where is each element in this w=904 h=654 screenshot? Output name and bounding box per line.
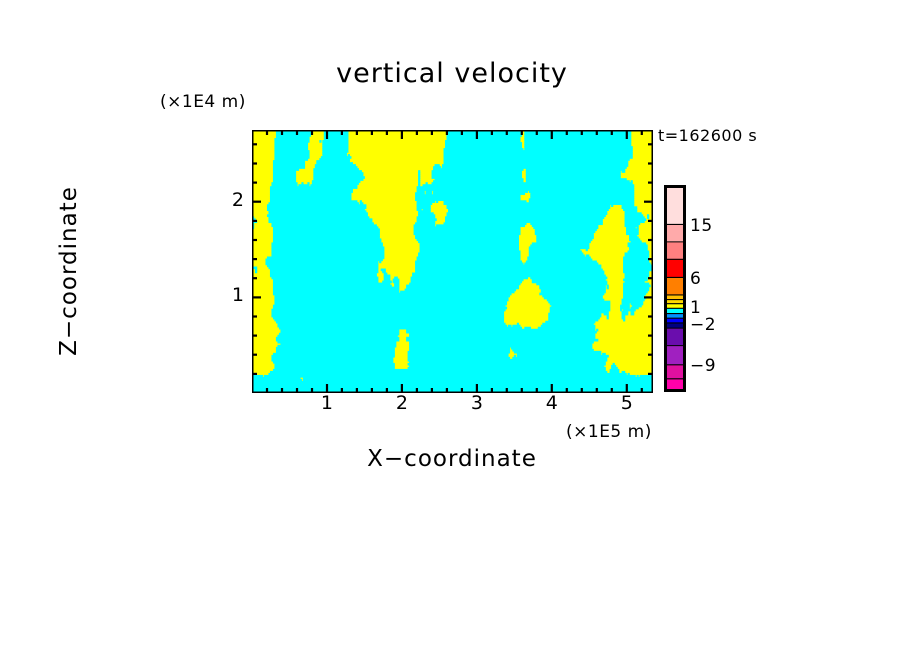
colorbar-tick-label: 15 <box>690 216 713 237</box>
time-annotation: t=162600 s <box>658 126 758 145</box>
y-tick-label: 2 <box>231 188 244 211</box>
x-axis-title: X−coordinate <box>367 446 537 472</box>
colorbar-tick-label: 6 <box>690 268 702 289</box>
x-tick-label: 5 <box>620 392 633 414</box>
colorbar-tick-label: 1 <box>690 297 702 318</box>
x-axis-unit-label: (×1E5 m) <box>566 422 652 442</box>
colorbar-tick-label: −2 <box>690 315 717 336</box>
x-tick-label: 3 <box>470 392 483 414</box>
z-axis-unit-label: (×1E4 m) <box>160 92 246 112</box>
velocity-field <box>252 130 653 393</box>
page-title: vertical velocity <box>336 58 568 89</box>
x-tick-label: 1 <box>320 392 333 414</box>
x-tick-label: 4 <box>545 392 558 414</box>
colorbar <box>664 185 686 392</box>
contour-plot <box>252 130 653 393</box>
y-tick-label: 1 <box>231 284 244 307</box>
colorbar-tick-label: −9 <box>690 356 717 377</box>
y-axis-title: Z−coordinate <box>56 186 82 356</box>
x-tick-label: 2 <box>395 392 408 414</box>
